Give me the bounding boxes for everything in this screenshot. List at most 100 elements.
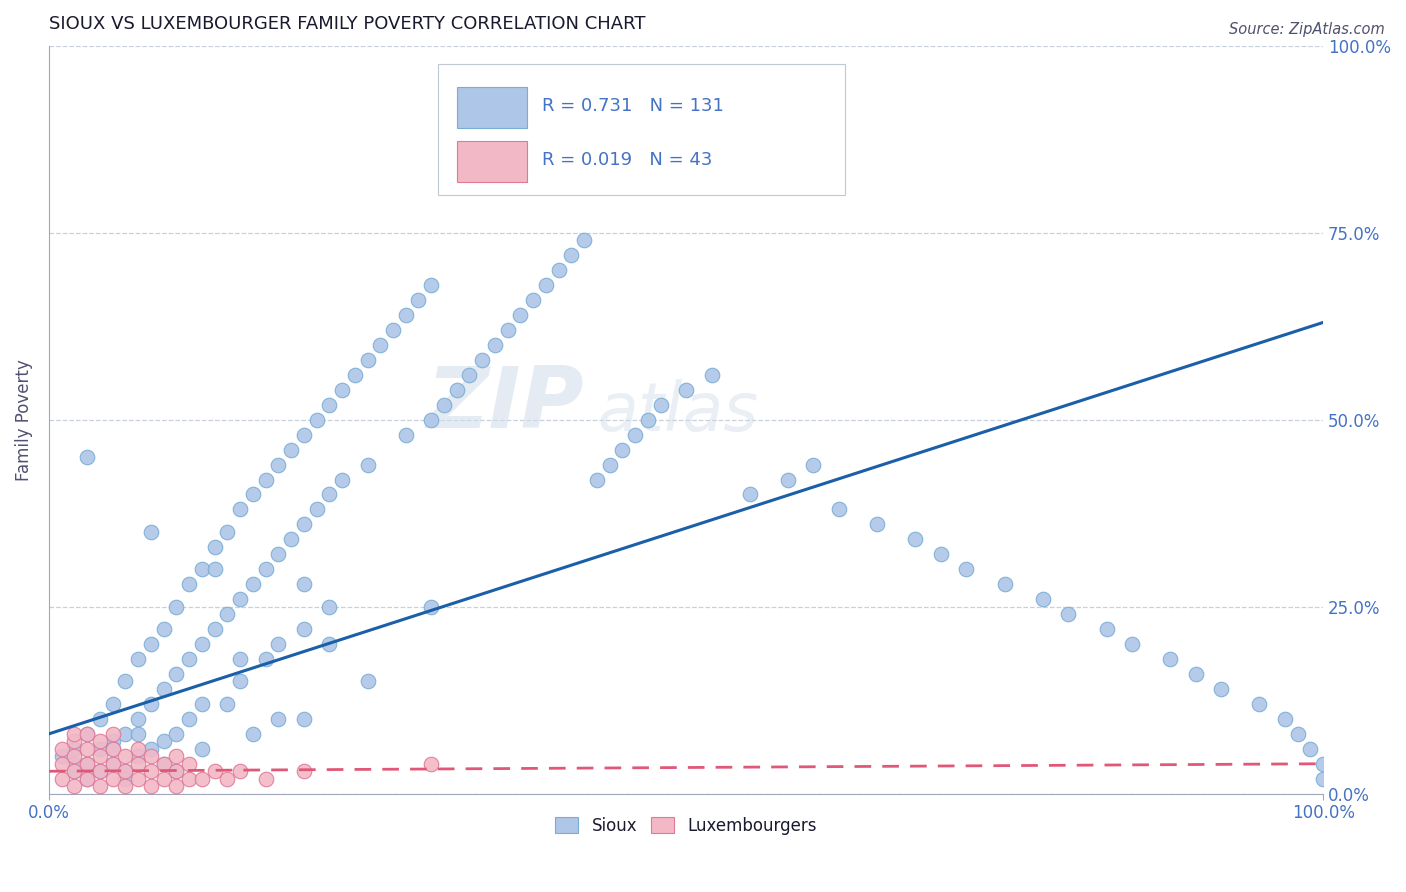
Text: R = 0.731   N = 131: R = 0.731 N = 131 xyxy=(543,97,724,115)
Point xyxy=(267,637,290,651)
Point xyxy=(305,502,328,516)
Point xyxy=(152,756,174,771)
Point xyxy=(330,383,353,397)
Point xyxy=(242,487,264,501)
Point xyxy=(127,741,149,756)
Text: R = 0.019   N = 43: R = 0.019 N = 43 xyxy=(543,151,713,169)
Point xyxy=(63,734,86,748)
Point xyxy=(330,473,353,487)
Point xyxy=(76,772,98,786)
Point xyxy=(76,756,98,771)
Point xyxy=(165,764,187,779)
Point xyxy=(139,779,162,793)
Point xyxy=(267,712,290,726)
Point xyxy=(318,599,340,614)
Point xyxy=(242,727,264,741)
Point xyxy=(1211,681,1233,696)
Point xyxy=(229,674,252,689)
Point xyxy=(738,487,761,501)
Point xyxy=(1032,592,1054,607)
Point xyxy=(534,278,557,293)
Point xyxy=(217,607,239,622)
Point xyxy=(1249,697,1271,711)
Point xyxy=(179,772,201,786)
Point xyxy=(828,502,851,516)
Point xyxy=(114,772,136,786)
FancyBboxPatch shape xyxy=(457,141,527,182)
Point xyxy=(1312,756,1334,771)
Point xyxy=(994,577,1017,591)
Point xyxy=(292,622,315,636)
Point xyxy=(63,727,86,741)
Point xyxy=(318,398,340,412)
Point xyxy=(1159,652,1181,666)
Point xyxy=(101,734,124,748)
Point xyxy=(114,674,136,689)
Point xyxy=(127,652,149,666)
Point xyxy=(127,749,149,764)
Point xyxy=(76,756,98,771)
Point xyxy=(89,764,111,779)
Point xyxy=(292,427,315,442)
Point xyxy=(229,764,252,779)
Point xyxy=(152,622,174,636)
Point xyxy=(776,473,799,487)
Point xyxy=(433,398,456,412)
Point xyxy=(318,487,340,501)
Point xyxy=(1095,622,1118,636)
Point xyxy=(368,338,391,352)
Point xyxy=(1274,712,1296,726)
Point xyxy=(217,524,239,539)
Point xyxy=(572,233,595,247)
Point xyxy=(76,741,98,756)
Point xyxy=(267,547,290,561)
Point xyxy=(89,749,111,764)
Point xyxy=(165,749,187,764)
Point xyxy=(204,622,226,636)
Point xyxy=(318,637,340,651)
Point xyxy=(139,637,162,651)
Point xyxy=(254,562,277,576)
Point xyxy=(51,772,73,786)
Point xyxy=(114,749,136,764)
Point xyxy=(305,412,328,426)
Point xyxy=(229,592,252,607)
Legend: Sioux, Luxembourgers: Sioux, Luxembourgers xyxy=(548,810,824,841)
Point xyxy=(624,427,647,442)
Point xyxy=(803,458,825,472)
Point xyxy=(76,727,98,741)
Point xyxy=(547,263,569,277)
Point xyxy=(496,323,519,337)
Point xyxy=(101,741,124,756)
Point xyxy=(191,562,214,576)
Point xyxy=(484,338,506,352)
Point xyxy=(101,741,124,756)
Y-axis label: Family Poverty: Family Poverty xyxy=(15,359,32,481)
FancyBboxPatch shape xyxy=(437,64,845,195)
Point xyxy=(191,697,214,711)
Point xyxy=(63,764,86,779)
Point xyxy=(292,577,315,591)
Point xyxy=(101,727,124,741)
Point xyxy=(420,412,443,426)
Point xyxy=(89,741,111,756)
Point xyxy=(522,293,544,307)
Point xyxy=(586,473,609,487)
Point xyxy=(446,383,468,397)
Point xyxy=(929,547,952,561)
Point xyxy=(254,473,277,487)
Point xyxy=(675,383,697,397)
Point xyxy=(114,764,136,779)
Point xyxy=(1121,637,1143,651)
Point xyxy=(114,727,136,741)
Point xyxy=(127,772,149,786)
Point xyxy=(89,779,111,793)
Point xyxy=(267,458,290,472)
Point xyxy=(89,734,111,748)
Point xyxy=(280,442,302,457)
Point xyxy=(356,352,378,367)
Point xyxy=(165,764,187,779)
Point xyxy=(165,779,187,793)
Point xyxy=(356,458,378,472)
Point xyxy=(217,697,239,711)
